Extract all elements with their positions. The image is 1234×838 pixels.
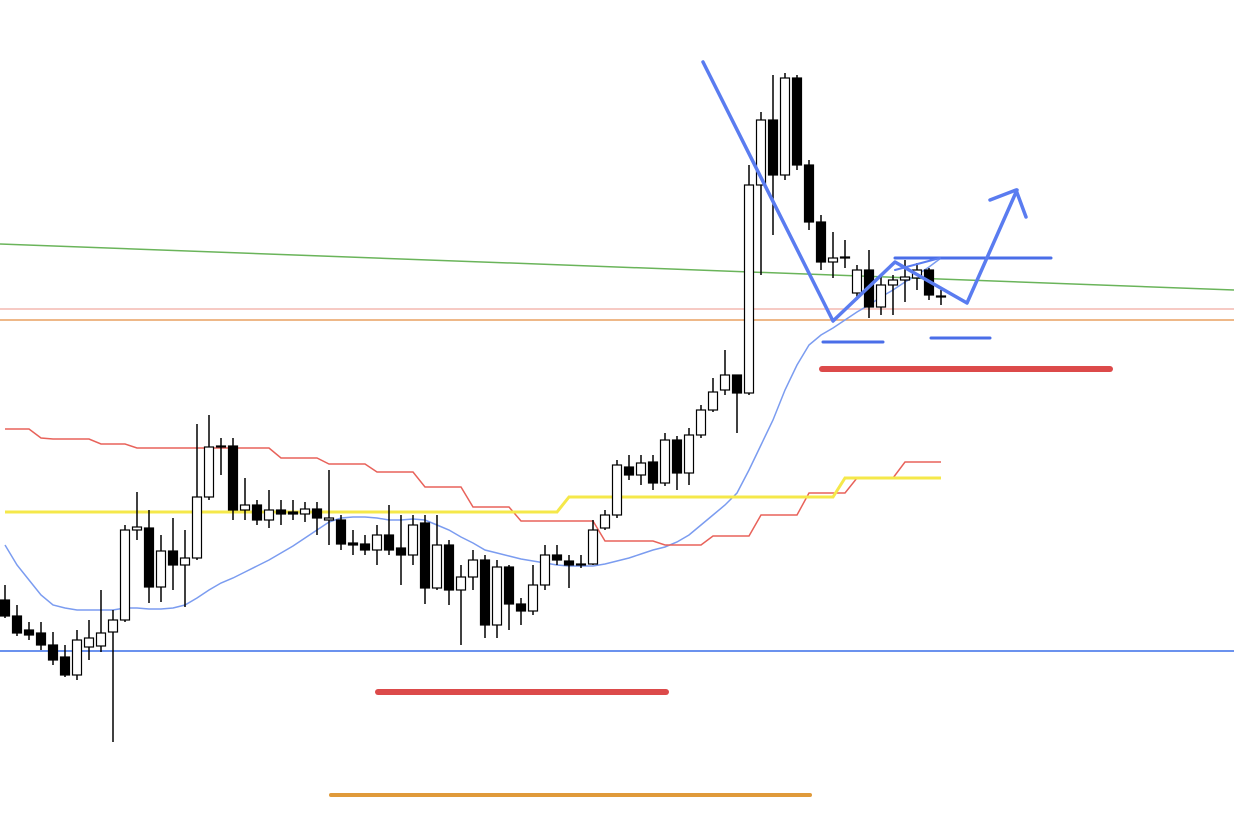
candle-body [179,557,191,566]
candle-body [11,615,23,634]
candle-body [659,439,671,484]
candle-body [623,466,635,476]
candle-body [407,524,419,556]
candle-body [467,559,479,578]
candle-body [455,576,467,591]
candle-body [83,637,95,648]
candle-body [215,445,227,448]
candle-body [707,391,719,411]
candle-body [539,554,551,586]
candle-body [503,566,515,605]
candle-body [299,508,311,515]
candle-body [347,542,359,546]
candle-body [719,374,731,391]
candle-body [203,446,215,498]
candle-body [851,269,863,294]
candle-body [551,554,563,561]
candle-body [815,221,827,263]
candle-body [575,563,587,566]
indicator-line [5,476,941,514]
candle-body [59,656,71,676]
candle-body [119,529,131,621]
candle-body [887,279,899,286]
candle-body [671,439,683,474]
candle-body [47,644,59,661]
candle-body [311,508,323,519]
candle-body [191,496,203,559]
scenario-path [894,257,941,271]
indicator-lines [4,257,942,611]
candle-body [287,511,299,515]
candle-body [251,504,263,521]
candle-body [167,550,179,566]
price-levels [0,243,1234,652]
candle-body [827,257,839,263]
candle-body [419,522,431,589]
candle-body [527,584,539,612]
candle-body [875,284,887,308]
candle-body [35,632,47,646]
candle-body [227,445,239,511]
candle-body [143,527,155,588]
candle-body [791,77,803,166]
candle-body [779,77,791,176]
candle-body [647,461,659,484]
candle-body [767,119,779,176]
candle-body [839,256,851,259]
candle-body [95,632,107,647]
candle-body [755,119,767,186]
candle-body [323,517,335,521]
candle-body [803,164,815,223]
annotations [329,60,1113,797]
candle-body [479,559,491,626]
candle-body [23,629,35,636]
candle-body [0,599,11,617]
candle-body [395,547,407,556]
indicator-line [4,257,942,611]
candle-body [431,544,443,589]
candle-body [599,514,611,529]
candle-body [359,543,371,551]
candle-body [935,295,947,298]
candle-body [155,550,167,588]
indicator-line [5,428,941,546]
candle-body [563,560,575,566]
candle-body [443,544,455,591]
candle-body [131,526,143,531]
candle-body [515,603,527,612]
candle-body [239,504,251,511]
candle-body [275,509,287,515]
candle-body [731,374,743,394]
candle-body [587,529,599,565]
candle-body [695,409,707,436]
candle-body [611,464,623,516]
arrow-head [988,188,1028,219]
scenario-path [701,60,1019,323]
candle-body [263,509,275,521]
candle-body [491,566,503,626]
candles [0,73,947,742]
candle-body [71,639,83,676]
candle-body [335,519,347,545]
candle-body [107,619,119,633]
candle-body [683,434,695,474]
candle-body [371,534,383,551]
candle-body [383,534,395,551]
candle-body [899,276,911,281]
candle-body [743,184,755,394]
candle-body [635,462,647,476]
trendline [0,243,1234,291]
